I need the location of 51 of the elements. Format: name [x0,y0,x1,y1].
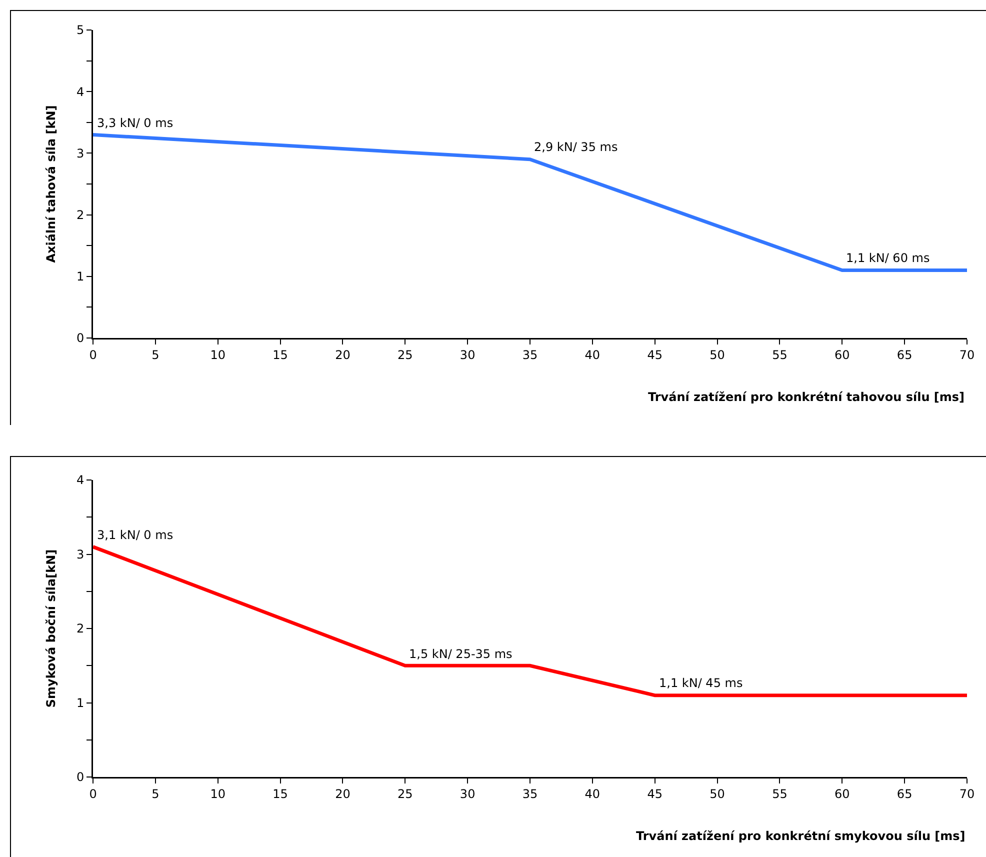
y-tick-label: 0 [76,770,84,784]
x-tick-label: 35 [522,786,538,801]
y-tick-label: 1 [76,696,84,710]
x-axis-title: Trvání zatížení pro konkrétní smykovou sílu [ms] [636,829,966,843]
x-tick-label: 40 [584,348,600,362]
x-tick-label: 70 [959,348,975,362]
x-tick-label: 10 [210,348,226,362]
annotation: 2,9 kN/ 35 ms [534,140,618,154]
y-tick-label: 5 [76,23,84,38]
annotation: 1,5 kN/ 25-35 ms [409,647,512,661]
x-tick-label: 25 [398,348,413,362]
x-tick-label: 70 [959,786,975,801]
y-tick-label: 1 [76,270,84,284]
x-tick-label: 15 [272,786,288,801]
y-tick-label: 3 [76,146,84,160]
x-tick-label: 45 [647,786,662,801]
x-tick-label: 40 [584,786,600,801]
annotation: 1,1 kN/ 60 ms [846,251,930,265]
x-tick-label: 55 [772,786,788,801]
y-tick-label: 4 [76,84,84,99]
x-tick-label: 35 [522,348,538,362]
x-tick-label: 20 [335,348,350,362]
x-tick-label: 0 [89,786,97,801]
x-tick-label: 15 [272,348,288,362]
x-tick-label: 65 [896,786,912,801]
x-tick-label: 50 [710,348,725,362]
x-tick-label: 30 [460,786,476,801]
annotation: 1,1 kN/ 45 ms [659,676,743,690]
x-tick-label: 55 [772,348,788,362]
x-tick-label: 5 [152,348,160,362]
y-tick-label: 2 [76,622,84,636]
y-axis-title: Axiální tahová síla [kN] [44,105,58,263]
y-tick-label: 3 [76,547,84,562]
y-tick-label: 2 [76,208,84,222]
x-tick-label: 60 [834,786,850,801]
x-tick-label: 20 [335,786,350,801]
x-tick-label: 10 [210,786,226,801]
x-tick-label: 45 [647,348,662,362]
x-tick-label: 30 [460,348,476,362]
x-tick-label: 25 [398,786,413,801]
y-axis-title: Smyková boční síla[kN] [44,549,58,708]
x-axis-title: Trvání zatížení pro konkrétní tahovou sílu [ms] [648,390,965,404]
y-tick-label: 4 [76,473,84,488]
annotation: 3,3 kN/ 0 ms [97,116,174,130]
x-tick-label: 5 [152,786,160,801]
x-tick-label: 50 [710,786,725,801]
y-tick-label: 0 [76,331,84,346]
annotation: 3,1 kN/ 0 ms [97,528,174,542]
x-tick-label: 0 [89,348,97,362]
x-tick-label: 60 [834,348,850,362]
x-tick-label: 65 [896,348,912,362]
